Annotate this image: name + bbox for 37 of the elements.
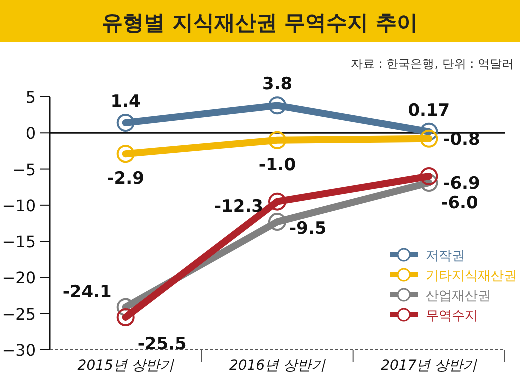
y-tick-label: −25	[2, 304, 36, 324]
y-tick-label: −10	[2, 196, 36, 216]
y-tick-label: 5	[26, 88, 36, 107]
data-label: -6.0	[441, 194, 479, 214]
point	[116, 114, 135, 132]
x-tick-label: 2015년 상반기	[78, 358, 175, 374]
point	[268, 131, 286, 150]
legend-label: 저작권	[426, 249, 465, 264]
point	[420, 168, 438, 186]
point	[268, 213, 286, 232]
y-tick-label: −20	[2, 268, 36, 288]
point	[268, 96, 286, 115]
data-label: -9.5	[290, 218, 327, 239]
data-label: -25.5	[138, 334, 187, 354]
text: 자료 : 한국은행, 단위 : 억달러	[351, 57, 514, 71]
data-label: -12.3	[214, 197, 264, 218]
data-label: 1.4	[110, 92, 142, 112]
x-tick-label: 2016년 상반기	[229, 358, 327, 374]
data-label: -24.1	[62, 282, 112, 302]
legend-label: 기타지식재산권	[426, 269, 517, 284]
y-tick-label: 0	[26, 124, 36, 144]
point	[268, 192, 286, 211]
legend-label: 무역수지	[426, 309, 478, 324]
data-label: -1.0	[258, 155, 296, 176]
y-tick-label: −30	[2, 341, 36, 360]
legend-label: 산업재산권	[426, 289, 491, 304]
point	[116, 145, 135, 164]
data-label: -2.9	[107, 169, 144, 190]
data-label: 0.17	[408, 100, 450, 121]
data-label: 3.8	[262, 74, 293, 95]
y-tick-label: −5	[12, 160, 36, 180]
data-label: -6.9	[443, 174, 480, 194]
y-tick-label: −15	[2, 232, 36, 252]
point	[420, 130, 438, 148]
chart-title: 유형별 지식재산권 무역수지 추이	[102, 11, 418, 35]
point	[116, 308, 135, 326]
x-tick-label: 2017년 상반기	[381, 358, 478, 374]
